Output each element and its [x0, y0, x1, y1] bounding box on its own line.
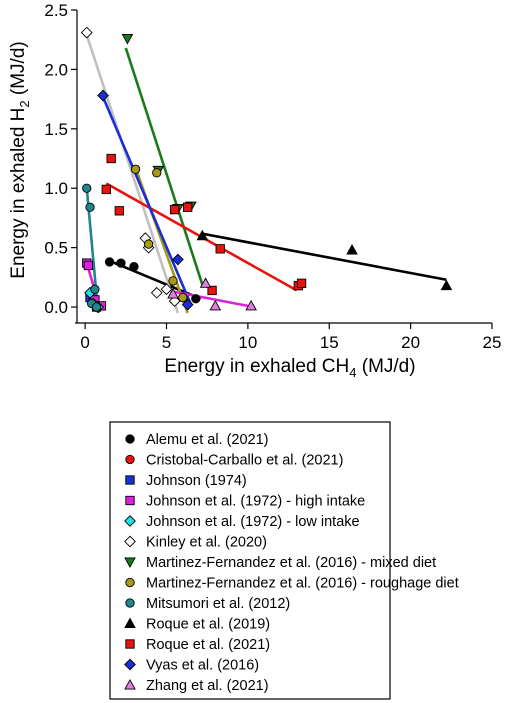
data-point-series-8-0	[82, 183, 92, 193]
data-point-series-11-1	[172, 253, 184, 266]
data-point-series-0-1	[116, 258, 126, 268]
legend-marker	[125, 475, 135, 485]
legend-marker	[125, 454, 135, 465]
data-point-series-7-1	[152, 168, 162, 178]
x-tick-label: 25	[483, 333, 502, 352]
legend-label: Vyas et al. (2016)	[146, 658, 259, 674]
legend-marker	[124, 617, 136, 628]
data-point-series-11-0	[97, 89, 109, 102]
data-point-series-12-1	[199, 277, 212, 288]
data-point-series-10-1	[101, 184, 111, 195]
x-axis-title: Energy in exhaled CH4 (MJ/d)	[164, 356, 415, 380]
data-point-series-0-3	[191, 294, 201, 304]
x-tick-label: 10	[238, 333, 257, 352]
legend-box	[109, 421, 391, 700]
data-point-series-12-3	[245, 299, 257, 311]
data-point-series-5-4	[160, 283, 173, 296]
x-tick-label: 20	[401, 333, 420, 352]
data-point-series-10-3	[169, 204, 180, 215]
y-tick-label: 0.5	[44, 239, 68, 258]
fit-line-series-9	[200, 232, 447, 282]
data-point-series-8-2	[90, 284, 100, 294]
data-point-series-5-5	[168, 295, 181, 308]
legend-marker	[124, 658, 136, 671]
x-tick-label: 15	[320, 333, 339, 352]
legend-label: Zhang et al. (2021)	[146, 678, 269, 694]
data-point-series-3-1	[83, 260, 94, 271]
data-point-series-8-1	[85, 202, 95, 212]
legend-label: Martinez-Fernandez et al. (2016) - mixed…	[146, 555, 436, 571]
data-point-series-10-8	[296, 278, 307, 288]
data-point-series-0-0	[104, 257, 115, 267]
x-tick-label: 5	[162, 333, 171, 352]
legend-label: Cristobal-Carballo et al. (2021)	[146, 453, 343, 469]
legend-label: Johnson (1974)	[146, 473, 247, 489]
data-point-series-12-2	[209, 299, 222, 311]
y-tick-label: 0.0	[44, 298, 68, 317]
data-point-series-8-4	[91, 302, 102, 312]
y-tick-label: 2.5	[44, 1, 68, 20]
fit-line-series-5	[84, 32, 180, 314]
y-tick-label: 2.0	[44, 60, 68, 79]
fit-lines	[84, 32, 447, 314]
data-point-series-10-4	[183, 202, 193, 212]
data-point-series-7-0	[130, 164, 141, 174]
fit-line-series-6	[124, 47, 204, 285]
y-tick-label: 1.5	[44, 120, 68, 139]
data-point-series-10-6	[207, 285, 217, 296]
data-point-series-10-2	[114, 206, 124, 216]
legend-label: Martinez-Fernandez et al. (2016) - rough…	[146, 576, 459, 592]
legend-marker	[125, 495, 135, 506]
data-point-series-12-0	[167, 288, 179, 299]
data-point-series-10-5	[215, 244, 225, 254]
legend-label: Johnson et al. (1972) - high intake	[146, 494, 365, 510]
data-point-series-5-3	[150, 286, 163, 299]
data-point-series-9-1	[346, 244, 358, 255]
data-point-series-5-0	[80, 26, 93, 39]
data-point-series-7-2	[143, 239, 154, 249]
data-point-series-7-4	[178, 292, 188, 303]
axes: 0 5 10 15 20 25 0.0 0.5 1.0 1.5 2.0 2.5	[44, 1, 501, 352]
legend-label: Alemu et al. (2021)	[146, 432, 269, 448]
legend-marker	[124, 535, 136, 548]
legend-marker	[125, 598, 135, 608]
legend-marker	[125, 639, 135, 649]
data-point-series-0-2	[129, 262, 139, 272]
legend: Alemu et al. (2021) Cristobal-Carballo et…	[109, 421, 459, 700]
data-points	[80, 26, 453, 313]
x-tick-label: 0	[80, 333, 89, 352]
y-axis-title: Energy in exhaled H2 (MJ/d)	[8, 41, 32, 278]
data-point-series-6-0	[121, 34, 134, 45]
data-point-series-10-0	[106, 153, 116, 164]
legend-label: Mitsumori et al. (2012)	[146, 596, 290, 612]
legend-label: Kinley et al. (2020)	[146, 535, 267, 551]
legend-marker	[125, 434, 135, 444]
data-point-series-9-0	[196, 229, 209, 241]
data-point-series-11-2	[181, 298, 194, 311]
y-tick-label: 1.0	[44, 179, 68, 198]
legend-marker	[125, 577, 135, 588]
legend-label: Roque et al. (2019)	[146, 617, 270, 633]
legend-marker	[124, 515, 136, 527]
legend-label: Roque et al. (2021)	[146, 637, 270, 653]
fit-line-series-11	[100, 92, 193, 306]
legend-label: Johnson et al. (1972) - low intake	[146, 514, 360, 530]
data-point-series-9-2	[440, 279, 453, 291]
data-point-series-7-3	[168, 276, 178, 286]
legend-marker	[124, 679, 136, 690]
legend-marker	[124, 557, 136, 568]
